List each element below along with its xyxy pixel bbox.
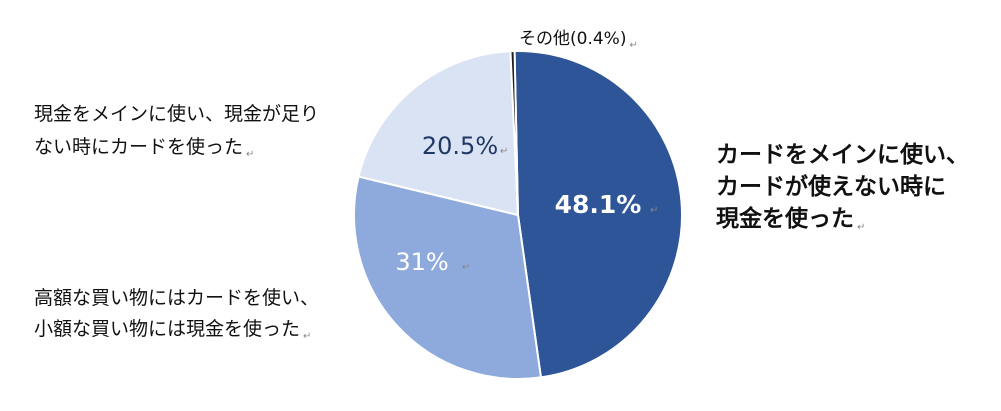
pie-slices <box>353 50 683 380</box>
value-label-1: 31% <box>395 248 448 276</box>
paragraph-mark: ↵ <box>857 222 865 233</box>
category-label-3-line-0: その他(0.4%) <box>519 29 626 49</box>
category-label-0-line-2: 現金を使った <box>716 205 854 232</box>
value-label-0: 48.1% <box>555 190 642 219</box>
paragraph-mark: ↵ <box>246 149 254 160</box>
paragraph-mark: ↵ <box>462 262 470 273</box>
pie-value-labels: 48.1% ↵31% ↵20.5% ↵ <box>395 132 658 276</box>
category-label-2-line-0: 現金をメインに使い、現金が足り <box>34 103 319 125</box>
category-label-0-line-0: カードをメインに使い、 <box>716 142 969 168</box>
paragraph-mark: ↵ <box>650 205 658 216</box>
paragraph-mark: ↵ <box>303 331 311 342</box>
paragraph-mark: ↵ <box>629 40 637 51</box>
slice-high-card-low-cash <box>353 175 543 380</box>
slice-other <box>509 50 519 216</box>
category-label-1-line-0: 高額な買い物にはカードを使い、 <box>34 287 319 309</box>
category-label-0-line-1: カードが使えない時に <box>716 173 946 200</box>
category-label-1-line-1: 小額な買い物には現金を使った <box>34 318 300 340</box>
slice-card-main <box>513 50 683 379</box>
slice-cash-main <box>357 50 520 217</box>
value-label-2: 20.5% <box>422 132 498 160</box>
category-label-2-line-1: ない時にカードを使った <box>34 136 243 158</box>
paragraph-mark: ↵ <box>500 146 508 157</box>
